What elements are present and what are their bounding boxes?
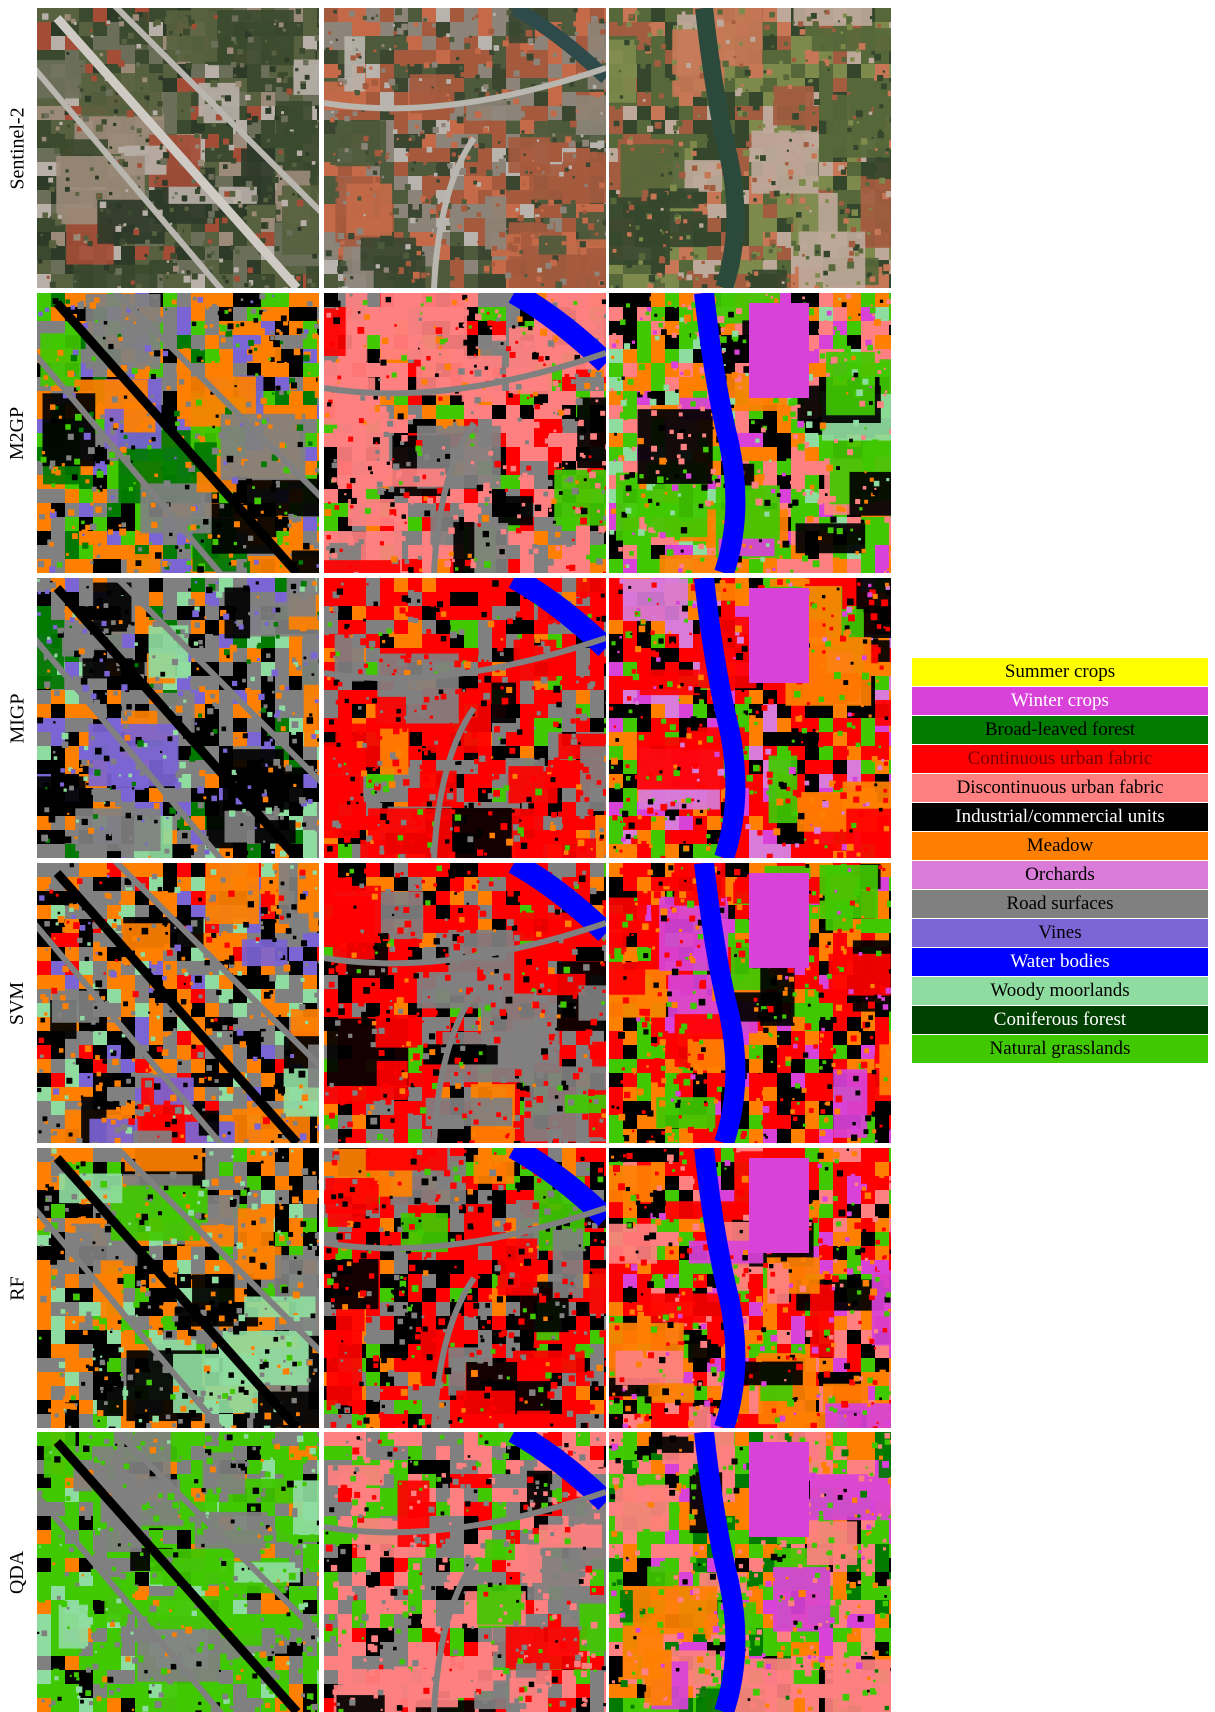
legend-item-discontinuous-urban-fabric: Discontinuous urban fabric — [912, 774, 1208, 802]
map-raster — [609, 863, 891, 1143]
row-label-text: M2GP — [6, 406, 29, 460]
legend-item-vines: Vines — [912, 919, 1208, 947]
class-legend: Summer crops Winter crops Broad-leaved for… — [912, 658, 1208, 1064]
svm-map-1 — [37, 863, 319, 1143]
map-raster — [324, 1432, 606, 1712]
map-raster — [37, 1148, 319, 1428]
row-label-migp: MIGP — [0, 578, 36, 858]
rf-map-2 — [324, 1148, 606, 1428]
map-raster — [324, 863, 606, 1143]
map-raster — [324, 8, 606, 288]
map-raster — [609, 1432, 891, 1712]
map-raster — [324, 1148, 606, 1428]
migp-map-1 — [37, 578, 319, 858]
legend-item-broad-leaved-forest: Broad-leaved forest — [912, 716, 1208, 744]
map-raster — [609, 1148, 891, 1428]
map-raster — [37, 578, 319, 858]
row-label-text: SVM — [6, 981, 29, 1025]
legend-item-coniferous-forest: Coniferous forest — [912, 1006, 1208, 1034]
legend-item-summer-crops: Summer crops — [912, 658, 1208, 686]
migp-map-3 — [609, 578, 891, 858]
map-raster — [324, 293, 606, 573]
legend-item-orchards: Orchards — [912, 861, 1208, 889]
m2gp-map-3 — [609, 293, 891, 573]
sentinel2-image-3 — [609, 8, 891, 288]
m2gp-map-1 — [37, 293, 319, 573]
legend-item-woody-moorlands: Woody moorlands — [912, 977, 1208, 1005]
sentinel2-image-1 — [37, 8, 319, 288]
row-label-text: QDA — [6, 1550, 29, 1594]
legend-item-natural-grasslands: Natural grasslands — [912, 1035, 1208, 1063]
row-label-text: Sentinel-2 — [6, 106, 29, 190]
rf-map-1 — [37, 1148, 319, 1428]
qda-map-2 — [324, 1432, 606, 1712]
map-raster — [609, 578, 891, 858]
legend-item-water-bodies: Water bodies — [912, 948, 1208, 976]
row-label-svm: SVM — [0, 863, 36, 1143]
m2gp-map-2 — [324, 293, 606, 573]
map-raster — [609, 293, 891, 573]
row-label-sentinel-2: Sentinel-2 — [0, 8, 36, 288]
map-raster — [37, 863, 319, 1143]
row-label-text: RF — [6, 1275, 29, 1301]
qda-map-3 — [609, 1432, 891, 1712]
rf-map-3 — [609, 1148, 891, 1428]
sentinel2-image-2 — [324, 8, 606, 288]
legend-item-continuous-urban-fabric: Continuous urban fabric — [912, 745, 1208, 773]
row-label-rf: RF — [0, 1148, 36, 1428]
map-raster — [37, 1432, 319, 1712]
legend-item-industrial-commercial-units: Industrial/commercial units — [912, 803, 1208, 831]
qda-map-1 — [37, 1432, 319, 1712]
map-raster — [324, 578, 606, 858]
row-label-text: MIGP — [6, 692, 29, 744]
classification-map-grid: Sentinel-2 M2GP MIGP SVM RF QDA — [0, 8, 891, 1712]
migp-map-2 — [324, 578, 606, 858]
svm-map-3 — [609, 863, 891, 1143]
map-raster — [37, 293, 319, 573]
map-raster — [37, 8, 319, 288]
row-label-m2gp: M2GP — [0, 293, 36, 573]
legend-item-road-surfaces: Road surfaces — [912, 890, 1208, 918]
row-label-qda: QDA — [0, 1432, 36, 1712]
map-raster — [609, 8, 891, 288]
legend-item-winter-crops: Winter crops — [912, 687, 1208, 715]
svm-map-2 — [324, 863, 606, 1143]
legend-item-meadow: Meadow — [912, 832, 1208, 860]
